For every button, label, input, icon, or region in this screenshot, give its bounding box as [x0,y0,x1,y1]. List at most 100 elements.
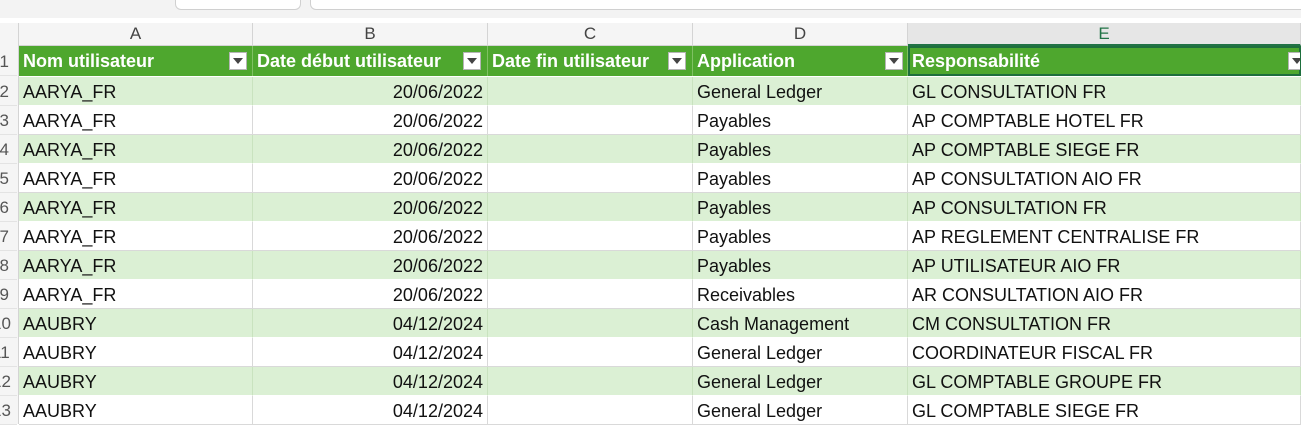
cell-nom-utilisateur[interactable]: AAUBRY [19,367,253,396]
cell-date-debut[interactable]: 20/06/2022 [253,106,488,135]
column-header-d[interactable]: D [693,23,908,45]
row-number[interactable]: 3 [0,106,17,135]
cell-responsabilite[interactable]: AP CONSULTATION FR [908,193,1301,222]
table-row: AARYA_FR 20/06/2022 Payables AP COMPTABLE S… [19,135,1301,164]
filter-dropdown-icon[interactable] [229,52,247,70]
cell-date-fin[interactable] [488,135,693,164]
row-number-label: 11 [0,343,10,362]
cell-date-fin[interactable] [488,338,693,367]
row-number[interactable]: 5 [0,164,17,193]
header-cell-nom-utilisateur[interactable]: Nom utilisateur [19,46,253,76]
cell-nom-utilisateur[interactable]: AARYA_FR [19,193,253,222]
cell-date-fin[interactable] [488,106,693,135]
cell-date-fin[interactable] [488,193,693,222]
cell-date-debut[interactable]: 20/06/2022 [253,135,488,164]
row-number[interactable]: 2 [0,77,17,106]
table-row: AARYA_FR 20/06/2022 Payables AP COMPTABLE H… [19,106,1301,135]
row-number-label: 9 [0,285,9,304]
row-number-label: 12 [0,372,11,391]
cell-application[interactable]: Payables [693,193,908,222]
cell-nom-utilisateur[interactable]: AARYA_FR [19,222,253,251]
cell-date-fin[interactable] [488,396,693,425]
cell-nom-utilisateur[interactable]: AAUBRY [19,309,253,338]
cell-nom-utilisateur[interactable]: AAUBRY [19,396,253,425]
row-number[interactable]: 6 [0,193,17,222]
table-row: AARYA_FR 20/06/2022 Payables AP CONSULTATIO… [19,193,1301,222]
row-number-label: 5 [0,169,9,188]
table-row: AARYA_FR 20/06/2022 Receivables AR CONSULTA… [19,280,1301,309]
row-number[interactable]: 11 [0,338,17,367]
cell-responsabilite[interactable]: CM CONSULTATION FR [908,309,1301,338]
cell-responsabilite[interactable]: GL COMPTABLE GROUPE FR [908,367,1301,396]
row-number-header[interactable]: 1 [0,47,17,76]
cell-nom-utilisateur[interactable]: AARYA_FR [19,106,253,135]
cell-responsabilite[interactable]: AP CONSULTATION AIO FR [908,164,1301,193]
header-cell-responsabilite[interactable]: Responsabilité [908,46,1301,76]
cell-date-debut[interactable]: 20/06/2022 [253,222,488,251]
cell-application[interactable]: General Ledger [693,396,908,425]
cell-date-fin[interactable] [488,309,693,338]
cell-date-debut[interactable]: 20/06/2022 [253,251,488,280]
cell-date-fin[interactable] [488,77,693,106]
cell-date-debut[interactable]: 04/12/2024 [253,338,488,367]
cell-nom-utilisateur[interactable]: AAUBRY [19,338,253,367]
cell-application[interactable]: Payables [693,222,908,251]
cell-application[interactable]: Payables [693,135,908,164]
cell-application[interactable]: Payables [693,164,908,193]
cell-date-debut[interactable]: 20/06/2022 [253,164,488,193]
cell-responsabilite[interactable]: GL CONSULTATION FR [908,77,1301,106]
cell-application[interactable]: General Ledger [693,367,908,396]
cell-date-debut[interactable]: 20/06/2022 [253,77,488,106]
row-number[interactable]: 10 [0,309,17,338]
table-row: AAUBRY 04/12/2024 General Ledger GL COMPTAB… [19,396,1301,425]
formula-bar[interactable] [310,0,1301,10]
cell-date-debut[interactable]: 04/12/2024 [253,309,488,338]
row-number[interactable]: 13 [0,396,17,425]
cell-date-debut[interactable]: 04/12/2024 [253,367,488,396]
cell-date-fin[interactable] [488,367,693,396]
cell-nom-utilisateur[interactable]: AARYA_FR [19,251,253,280]
cell-date-fin[interactable] [488,280,693,309]
cell-application[interactable]: General Ledger [693,77,908,106]
cell-application[interactable]: Receivables [693,280,908,309]
cell-responsabilite[interactable]: AR CONSULTATION AIO FR [908,280,1301,309]
toolbar-pill[interactable] [175,0,301,10]
cell-responsabilite[interactable]: COORDINATEUR FISCAL FR [908,338,1301,367]
header-cell-application[interactable]: Application [693,46,908,76]
row-number[interactable]: 9 [0,280,17,309]
cell-date-fin[interactable] [488,222,693,251]
column-header-c[interactable]: C [488,23,693,45]
cell-nom-utilisateur[interactable]: AARYA_FR [19,135,253,164]
cell-application[interactable]: Payables [693,251,908,280]
cell-responsabilite[interactable]: AP COMPTABLE HOTEL FR [908,106,1301,135]
cell-responsabilite[interactable]: AP COMPTABLE SIEGE FR [908,135,1301,164]
cell-responsabilite[interactable]: AP REGLEMENT CENTRALISE FR [908,222,1301,251]
cell-date-fin[interactable] [488,164,693,193]
row-number[interactable]: 12 [0,367,17,396]
filter-dropdown-icon[interactable] [668,52,686,70]
row-number[interactable]: 7 [0,222,17,251]
header-cell-date-fin[interactable]: Date fin utilisateur [488,46,693,76]
cell-responsabilite[interactable]: GL COMPTABLE SIEGE FR [908,396,1301,425]
cell-date-debut[interactable]: 20/06/2022 [253,193,488,222]
cell-nom-utilisateur[interactable]: AARYA_FR [19,280,253,309]
cell-date-debut[interactable]: 20/06/2022 [253,280,488,309]
filter-dropdown-icon[interactable] [885,52,903,70]
cell-responsabilite[interactable]: AP UTILISATEUR AIO FR [908,251,1301,280]
filter-dropdown-icon[interactable] [463,52,481,70]
cell-date-debut[interactable]: 04/12/2024 [253,396,488,425]
header-cell-date-debut[interactable]: Date début utilisateur [253,46,488,76]
cell-application[interactable]: Payables [693,106,908,135]
row-number[interactable]: 4 [0,135,17,164]
column-header-b[interactable]: B [253,23,488,45]
cell-nom-utilisateur[interactable]: AARYA_FR [19,77,253,106]
column-header-e[interactable]: E [908,23,1301,46]
cell-application[interactable]: Cash Management [693,309,908,338]
cell-nom-utilisateur[interactable]: AARYA_FR [19,164,253,193]
filter-dropdown-icon[interactable] [1288,52,1300,70]
table-row: AARYA_FR 20/06/2022 Payables AP CONSULTATIO… [19,164,1301,193]
cell-application[interactable]: General Ledger [693,338,908,367]
row-number[interactable]: 8 [0,251,17,280]
cell-date-fin[interactable] [488,251,693,280]
column-header-a[interactable]: A [19,23,253,45]
